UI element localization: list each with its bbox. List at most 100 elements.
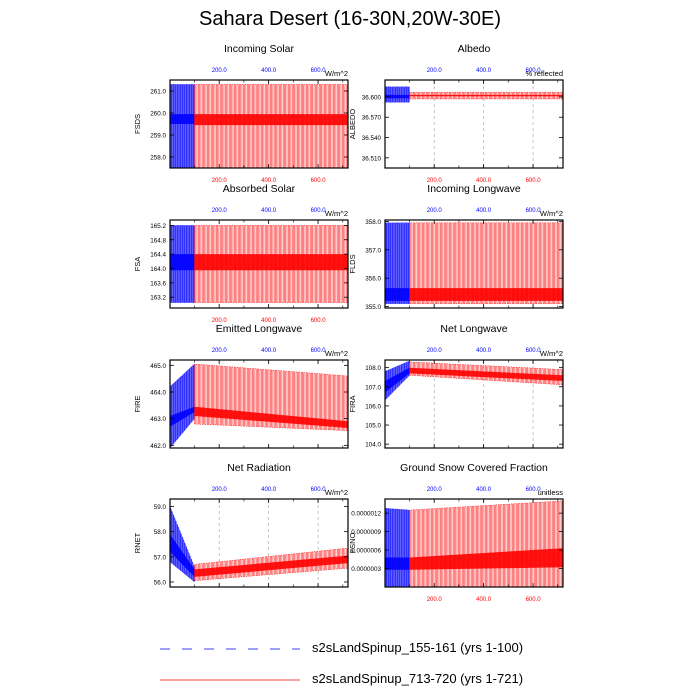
xtick-label-bottom: 400.0 xyxy=(261,318,277,324)
ytick-label: 464.0 xyxy=(150,390,166,397)
xtick-label-top: 400.0 xyxy=(261,348,277,354)
ytick-label: 258.0 xyxy=(150,155,166,162)
ytick-label: 0.0000009 xyxy=(351,529,381,536)
panel-4: Emitted Longwave W/m^2 FIRE 462.0 463.0 464.0… xyxy=(133,323,349,450)
xtick-label-bottom: 400.0 xyxy=(476,597,492,603)
ytick-label: 0.0000003 xyxy=(351,566,381,573)
ytick-label: 358.0 xyxy=(365,219,381,226)
series-band xyxy=(194,254,348,271)
series-envelope xyxy=(409,500,563,588)
ytick-label: 107.0 xyxy=(365,384,381,391)
series-envelope xyxy=(384,86,410,103)
panel-0: Incoming Solar W/m^2 FSDS 258.0 259.0 260.0 26… xyxy=(133,43,349,184)
ytick-label: 0.0000012 xyxy=(351,511,381,518)
ytick-label: 261.0 xyxy=(150,89,166,96)
ytick-label: 357.0 xyxy=(365,247,381,254)
series-a xyxy=(384,508,410,588)
panel-title: Incoming Solar xyxy=(224,43,295,55)
ytick-label: 105.0 xyxy=(365,423,381,430)
panel-title: Ground Snow Covered Fraction xyxy=(400,462,548,474)
xtick-label-top: 600.0 xyxy=(311,487,327,493)
panel-ylabel: FIRE xyxy=(133,395,142,412)
ytick-label: 36.540 xyxy=(362,135,382,142)
panel-units: W/m^2 xyxy=(540,209,563,218)
panel-frame xyxy=(169,219,349,309)
xtick-label-top: 200.0 xyxy=(427,348,443,354)
xtick-label-top: 400.0 xyxy=(476,208,492,214)
ytick-label: 164.0 xyxy=(150,266,166,273)
series-band xyxy=(170,254,195,271)
panel-ylabel: RNET xyxy=(133,532,142,553)
panel-frame xyxy=(169,359,349,449)
series-envelope xyxy=(409,91,563,100)
xtick-label-top: 600.0 xyxy=(526,68,542,74)
xtick-label-top: 200.0 xyxy=(427,68,443,74)
series-band xyxy=(194,555,348,577)
series-a xyxy=(384,222,410,304)
series-a xyxy=(169,506,195,582)
panel-frame xyxy=(384,219,564,309)
series-a xyxy=(169,84,195,169)
series-a xyxy=(169,363,195,449)
panel-ylabel: ALBEDO xyxy=(348,109,357,140)
series-b xyxy=(194,363,348,431)
ytick-label: 165.2 xyxy=(150,223,166,230)
series-b xyxy=(194,84,348,169)
xtick-label-top: 400.0 xyxy=(261,487,277,493)
xtick-label-top: 200.0 xyxy=(212,68,228,74)
series-band xyxy=(409,94,563,97)
ytick-label: 57.0 xyxy=(154,554,167,561)
xtick-label-top: 200.0 xyxy=(212,487,228,493)
series-envelope xyxy=(194,363,348,431)
ytick-label: 56.0 xyxy=(154,579,167,586)
ytick-label: 0.0000006 xyxy=(351,548,381,555)
panel-7: Ground Snow Covered Fraction unitless FSNO… xyxy=(348,462,564,603)
ytick-label: 355.0 xyxy=(365,304,381,311)
panel-ylabel: FSA xyxy=(133,257,142,272)
xtick-label-top: 600.0 xyxy=(526,348,542,354)
series-envelope xyxy=(409,222,563,304)
xtick-label-top: 400.0 xyxy=(476,348,492,354)
panel-units: W/m^2 xyxy=(325,349,348,358)
xtick-label-bottom: 600.0 xyxy=(526,178,542,184)
xtick-label-top: 400.0 xyxy=(261,68,277,74)
ytick-label: 164.8 xyxy=(150,237,166,244)
panel-2: Absorbed Solar W/m^2 FSA 163.2 163.6 164.0 164… xyxy=(133,183,349,324)
series-band xyxy=(409,367,563,381)
series-a xyxy=(384,86,410,103)
panel-frame xyxy=(169,498,349,588)
panel-units: % reflected xyxy=(525,69,563,78)
series-envelope xyxy=(384,508,410,588)
panel-3: Incoming Longwave W/m^2 FLDS 355.0 356.0 357.… xyxy=(348,183,564,311)
ytick-label: 163.6 xyxy=(150,280,166,287)
series-band xyxy=(385,557,410,570)
panel-frame xyxy=(169,79,349,169)
ytick-label: 36.600 xyxy=(362,94,382,101)
series-band xyxy=(170,114,195,124)
series-band xyxy=(170,406,195,427)
ytick-label: 106.0 xyxy=(365,403,381,410)
xtick-label-top: 200.0 xyxy=(212,348,228,354)
series-b xyxy=(409,500,563,588)
panel-frame xyxy=(384,359,564,449)
panel-units: W/m^2 xyxy=(325,69,348,78)
panel-title: Net Radiation xyxy=(227,462,291,474)
xtick-label-top: 600.0 xyxy=(526,208,542,214)
ytick-label: 463.0 xyxy=(150,416,166,423)
xtick-label-top: 600.0 xyxy=(311,348,327,354)
ytick-label: 163.2 xyxy=(150,295,166,302)
series-a xyxy=(169,225,195,303)
xtick-label-bottom: 200.0 xyxy=(212,178,228,184)
xtick-label-bottom: 200.0 xyxy=(427,597,443,603)
panel-units: W/m^2 xyxy=(540,349,563,358)
series-envelope xyxy=(409,361,563,386)
xtick-label-top: 400.0 xyxy=(476,487,492,493)
series-b xyxy=(409,91,563,100)
xtick-label-top: 400.0 xyxy=(261,208,277,214)
xtick-label-bottom: 200.0 xyxy=(212,318,228,324)
series-b xyxy=(409,361,563,386)
page-title: Sahara Desert (16-30N,20W-30E) xyxy=(199,8,501,30)
panel-units: unitless xyxy=(538,488,564,497)
series-band xyxy=(170,534,195,577)
